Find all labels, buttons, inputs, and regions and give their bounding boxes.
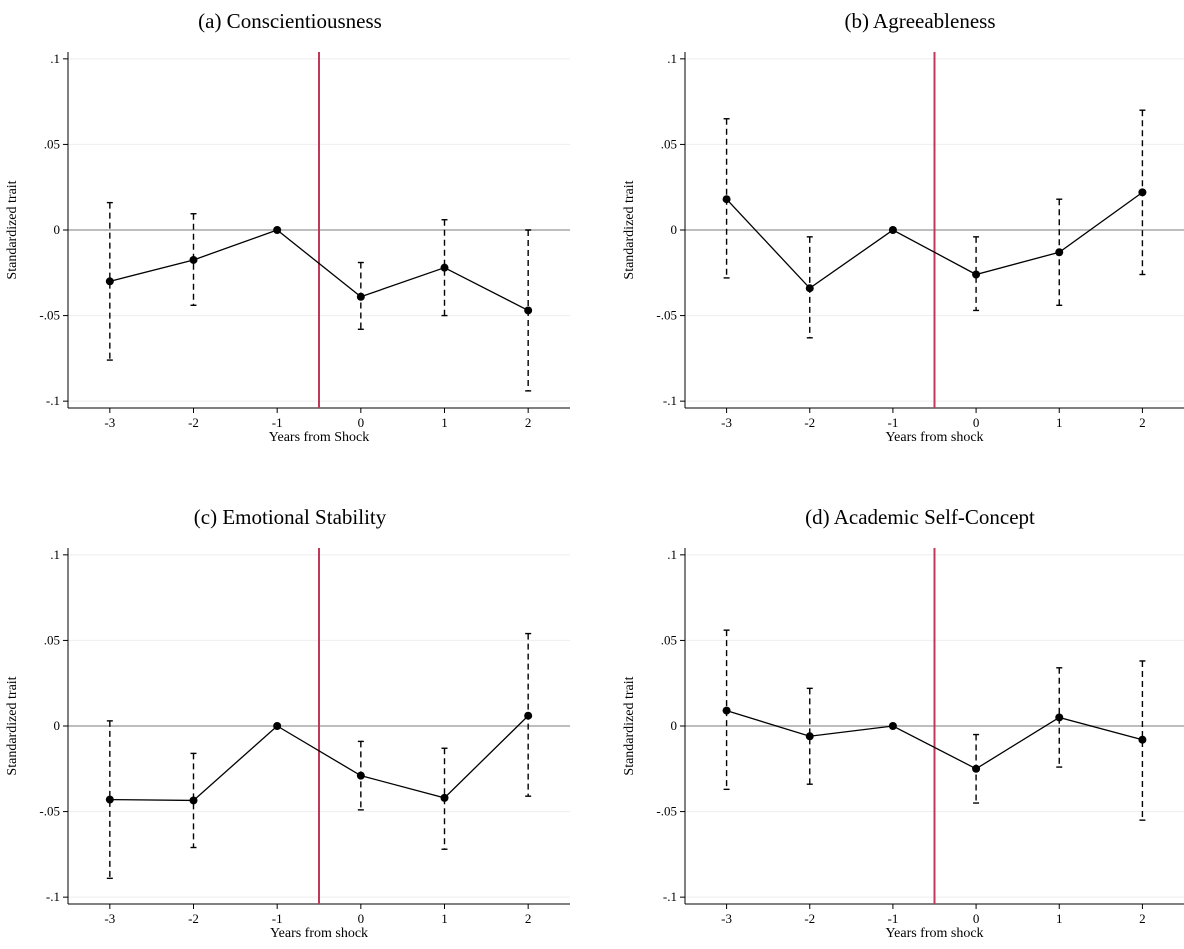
x-tick-label: 2	[525, 911, 532, 926]
x-axis-title: Years from shock	[885, 926, 983, 941]
y-tick-label: -.05	[656, 308, 677, 323]
y-tick-label: 0	[54, 718, 61, 733]
x-tick-label: 1	[441, 415, 448, 430]
y-axis-title: Standardized trait	[5, 676, 20, 775]
x-tick-label: 0	[358, 911, 365, 926]
y-tick-label: 0	[671, 718, 678, 733]
x-tick-label: -1	[887, 415, 898, 430]
data-point	[722, 195, 731, 204]
x-tick-label: 1	[1056, 415, 1063, 430]
x-tick-label: 0	[973, 415, 980, 430]
x-tick-label: -1	[272, 911, 283, 926]
x-axis-title: Years from shock	[885, 430, 983, 445]
data-point	[1138, 735, 1147, 744]
data-point	[1055, 248, 1064, 257]
y-tick-label: -.1	[46, 889, 60, 904]
y-tick-label: .1	[667, 51, 677, 66]
data-point	[805, 284, 814, 293]
data-point	[722, 706, 731, 715]
data-point	[440, 263, 449, 272]
series-line	[109, 715, 529, 802]
panel-title: (d) Academic Self-Concept	[805, 505, 1035, 529]
y-tick-label: -.05	[656, 804, 677, 819]
data-point	[888, 722, 897, 730]
data-point	[1055, 713, 1064, 722]
y-tick-label: .1	[50, 547, 60, 562]
y-tick-label: -.1	[46, 393, 60, 408]
y-tick-label: -.1	[663, 889, 677, 904]
x-tick-label: -1	[272, 415, 283, 430]
y-tick-label: .05	[44, 632, 60, 647]
data-point	[356, 292, 365, 301]
data-point	[1138, 188, 1147, 197]
y-tick-label: .1	[667, 547, 677, 562]
chart-panel-0: (a) Conscientiousness .1 .05 0 -.05 -.1 -3 -2 -1…	[5, 9, 570, 445]
y-axis-title: Standardized trait	[622, 676, 637, 775]
data-point	[273, 226, 282, 234]
data-point	[888, 226, 897, 234]
x-tick-label: -3	[721, 911, 732, 926]
x-tick-label: 2	[1139, 911, 1146, 926]
data-point	[805, 732, 814, 741]
y-tick-label: .1	[50, 51, 60, 66]
x-tick-label: -2	[188, 415, 199, 430]
y-tick-label: 0	[54, 222, 61, 237]
x-tick-label: 1	[441, 911, 448, 926]
x-tick-label: 2	[525, 415, 532, 430]
x-tick-label: -3	[721, 415, 732, 430]
data-point	[972, 270, 981, 279]
data-point	[356, 771, 365, 780]
series-line	[726, 709, 1143, 770]
data-point	[972, 764, 981, 773]
x-tick-label: -2	[804, 911, 815, 926]
y-axis-title: Standardized trait	[622, 180, 637, 279]
x-tick-label: 0	[973, 911, 980, 926]
panel-title: (a) Conscientiousness	[198, 9, 382, 33]
y-tick-label: -.05	[39, 308, 60, 323]
y-tick-label: .05	[661, 136, 677, 151]
x-tick-label: -3	[104, 911, 115, 926]
x-tick-label: -2	[188, 911, 199, 926]
data-point	[105, 277, 114, 286]
x-axis-title: Years from shock	[270, 926, 368, 941]
x-tick-label: 1	[1056, 911, 1063, 926]
y-tick-label: .05	[661, 632, 677, 647]
series-line	[109, 229, 529, 312]
chart-panel-2: (c) Emotional Stability .1 .05 0 -.05 -.1 -3 -2…	[5, 505, 570, 941]
x-tick-label: 2	[1139, 415, 1146, 430]
y-tick-label: -.1	[663, 393, 677, 408]
x-tick-label: -1	[887, 911, 898, 926]
data-point	[105, 795, 114, 804]
chart-panel-1: (b) Agreeableness .1 .05 0 -.05 -.1 -3 -2 -1 0 1 2 Y…	[622, 9, 1184, 445]
data-point	[189, 255, 198, 264]
series-line	[726, 191, 1143, 290]
data-point	[189, 796, 198, 805]
chart-panel-3: (d) Academic Self-Concept .1 .05 0 -.05 -.1 -3…	[622, 505, 1184, 941]
x-axis-title: Years from Shock	[269, 430, 369, 445]
y-tick-label: 0	[671, 222, 678, 237]
data-point	[440, 793, 449, 802]
y-tick-label: .05	[44, 136, 60, 151]
panel-title: (c) Emotional Stability	[194, 505, 387, 529]
panel-title: (b) Agreeableness	[844, 9, 995, 33]
y-axis-title: Standardized trait	[5, 180, 20, 279]
x-tick-label: 0	[358, 415, 365, 430]
data-point	[273, 722, 282, 730]
data-point	[524, 306, 533, 315]
data-point	[524, 711, 533, 720]
y-tick-label: -.05	[39, 804, 60, 819]
x-tick-label: -2	[804, 415, 815, 430]
x-tick-label: -3	[104, 415, 115, 430]
